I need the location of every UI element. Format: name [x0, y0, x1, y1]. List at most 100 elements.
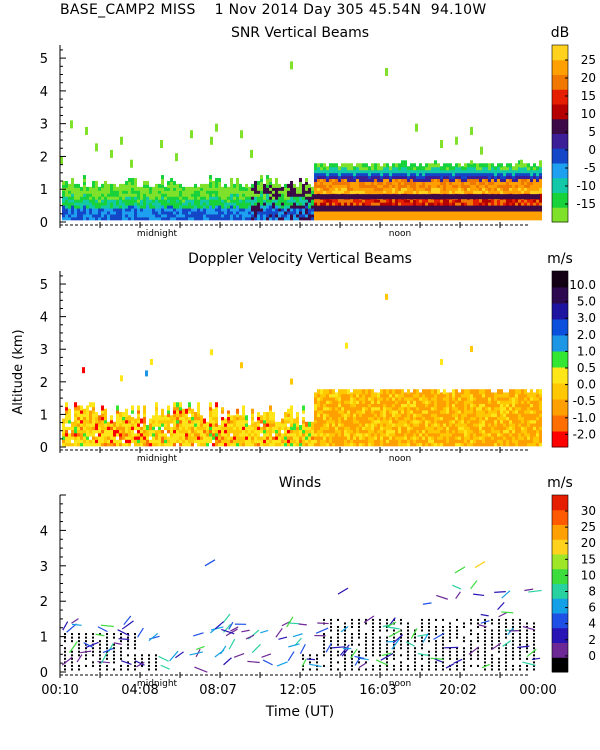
snr-cell — [494, 178, 497, 183]
doppler-cell — [296, 421, 299, 427]
snr-cell — [521, 210, 524, 215]
colorbar-tick-label: 5 — [588, 125, 596, 139]
snr-cell — [506, 204, 509, 209]
doppler-cell — [401, 428, 404, 434]
missing-data-dot — [64, 657, 66, 660]
doppler-cell — [512, 421, 515, 427]
snr-cell — [314, 186, 317, 191]
snr-cell — [392, 175, 395, 180]
snr-cell — [467, 198, 470, 203]
doppler-cell — [98, 425, 101, 431]
doppler-cell — [95, 428, 98, 434]
snr-cell — [494, 189, 497, 194]
snr-cell — [461, 180, 464, 185]
snr-cell — [182, 189, 185, 194]
doppler-cell — [224, 431, 227, 437]
snr-cell — [539, 175, 542, 180]
doppler-cell — [290, 378, 293, 385]
doppler-cell — [458, 418, 461, 424]
snr-cell — [173, 201, 176, 206]
doppler-cell — [413, 398, 416, 404]
snr-cell — [269, 180, 272, 185]
doppler-cell — [524, 415, 527, 421]
doppler-cell — [494, 431, 497, 437]
snr-cell — [425, 175, 428, 180]
doppler-cell — [482, 441, 485, 447]
doppler-cell — [500, 425, 503, 431]
snr-cell — [152, 186, 155, 191]
snr-cell — [101, 183, 104, 188]
doppler-cell — [506, 438, 509, 444]
snr-cell — [470, 163, 473, 168]
doppler-cell — [410, 392, 413, 398]
snr-cell — [509, 163, 512, 168]
snr-cell — [308, 213, 311, 218]
missing-data-dot — [92, 654, 94, 657]
colorbar-tick-label: 10 — [581, 107, 596, 121]
snr-cell — [365, 186, 368, 191]
doppler-cell — [419, 408, 422, 414]
doppler-cell — [188, 431, 191, 437]
doppler-cell — [326, 412, 329, 418]
doppler-cell — [332, 428, 335, 434]
doppler-cell — [353, 425, 356, 431]
snr-cell — [242, 192, 245, 197]
doppler-cell — [155, 421, 158, 427]
doppler-cell — [308, 441, 311, 447]
snr-cell — [356, 178, 359, 183]
doppler-cell — [350, 418, 353, 424]
doppler-cell — [299, 431, 302, 437]
colorbar-swatch — [552, 74, 568, 90]
doppler-cell — [539, 441, 542, 447]
snr-cell — [116, 207, 119, 212]
doppler-cell — [437, 412, 440, 418]
snr-cell — [368, 186, 371, 191]
snr-cell — [215, 204, 218, 209]
doppler-cell — [404, 418, 407, 424]
doppler-cell — [482, 434, 485, 440]
snr-cell — [155, 207, 158, 212]
doppler-cell — [125, 425, 128, 431]
snr-cell — [266, 198, 269, 203]
doppler-cell — [104, 418, 107, 424]
missing-data-dot — [99, 657, 101, 660]
doppler-cell — [137, 434, 140, 440]
snr-cell — [74, 213, 77, 218]
snr-cell — [398, 207, 401, 212]
doppler-cell — [443, 415, 446, 421]
snr-cell — [266, 213, 269, 218]
doppler-cell — [385, 293, 388, 300]
doppler-cell — [470, 415, 473, 421]
doppler-cell — [449, 405, 452, 411]
doppler-cell — [164, 418, 167, 424]
doppler-cell — [509, 421, 512, 427]
doppler-cell — [458, 428, 461, 434]
snr-cell — [212, 198, 215, 203]
snr-cell — [314, 175, 317, 180]
snr-cell — [281, 192, 284, 197]
snr-cell — [209, 204, 212, 209]
snr-cell — [269, 204, 272, 209]
snr-cell — [401, 172, 404, 177]
snr-cell — [443, 204, 446, 209]
snr-cell — [110, 201, 113, 206]
snr-cell — [494, 213, 497, 218]
snr-cell — [482, 163, 485, 168]
doppler-cell — [440, 412, 443, 418]
doppler-cell — [362, 402, 365, 408]
doppler-cell — [287, 415, 290, 421]
doppler-cell — [410, 425, 413, 431]
doppler-cell — [152, 425, 155, 431]
snr-cell — [374, 198, 377, 203]
doppler-cell — [494, 418, 497, 424]
snr-cell — [539, 216, 542, 221]
snr-cell — [377, 189, 380, 194]
doppler-cell — [92, 425, 95, 431]
snr-cell — [308, 210, 311, 215]
snr-cell — [494, 198, 497, 203]
doppler-cell — [506, 418, 509, 424]
doppler-cell — [110, 438, 113, 444]
doppler-cell — [419, 412, 422, 418]
snr-cell — [110, 149, 113, 158]
missing-data-dot — [351, 625, 353, 628]
